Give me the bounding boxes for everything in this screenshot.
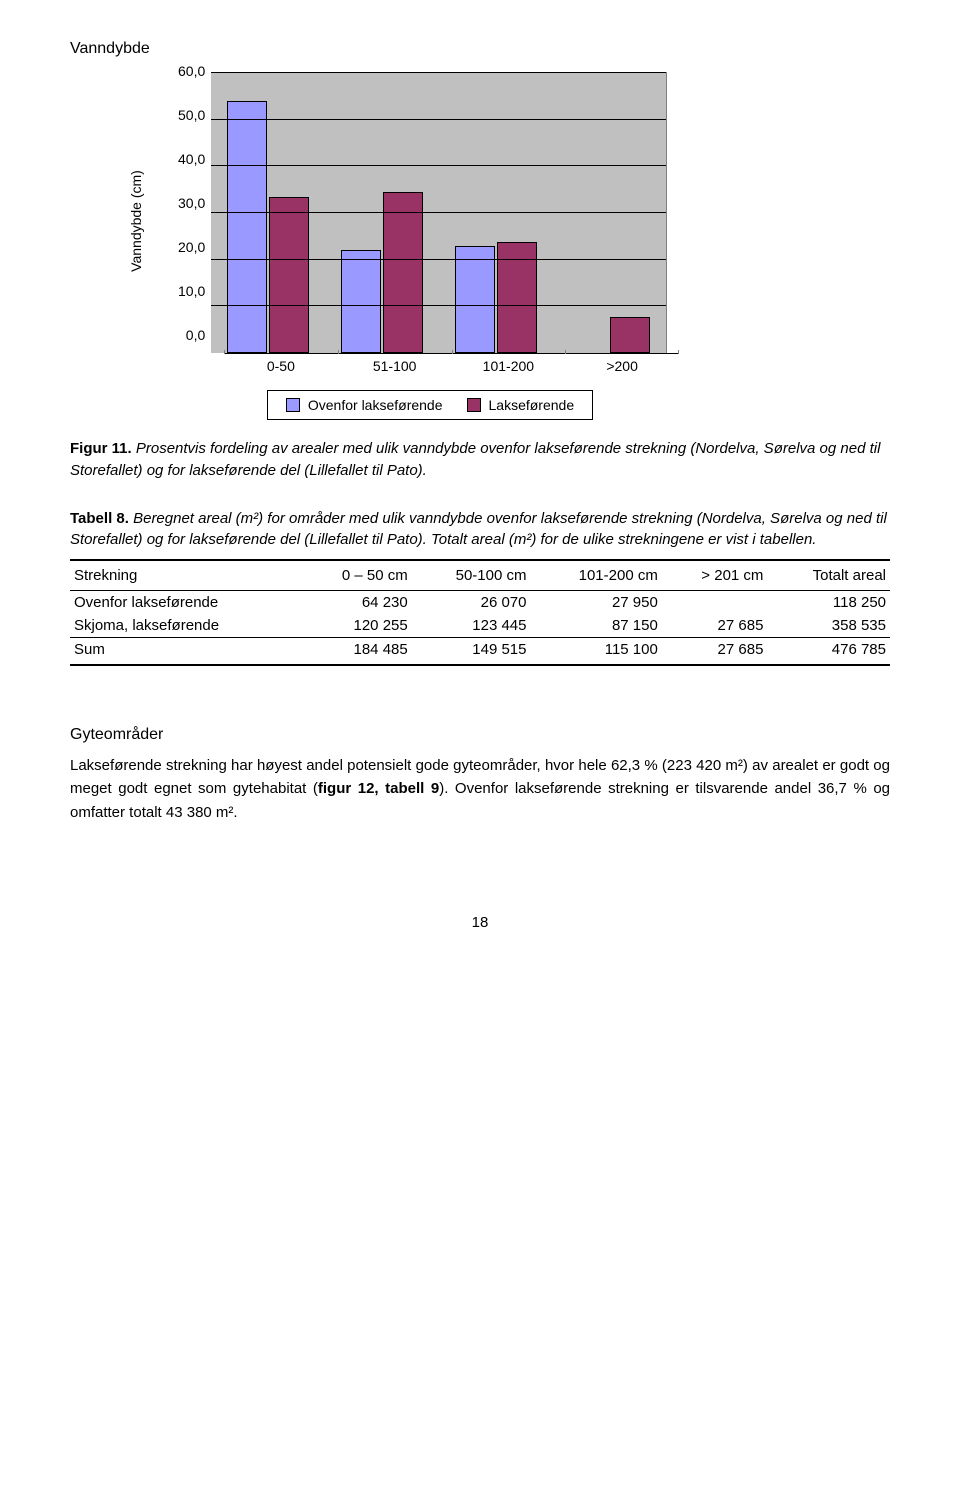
table-cell: 27 950 [531, 591, 662, 615]
y-tick-label: 30,0 [178, 195, 205, 211]
legend-item: Lakseførende [467, 397, 575, 413]
bar [455, 246, 495, 353]
table-header-cell: 50-100 cm [412, 560, 531, 591]
data-table: Strekning0 – 50 cm50-100 cm101-200 cm> 2… [70, 559, 890, 666]
y-tick-label: 0,0 [186, 327, 205, 343]
subsection-title: Gyteområder [70, 726, 890, 744]
bar [227, 101, 267, 353]
bar [383, 192, 423, 353]
bar [610, 317, 650, 353]
legend-swatch [467, 398, 481, 412]
x-axis-ticks: 0-5051-100101-200>200 [224, 353, 679, 374]
y-tick-label: 40,0 [178, 151, 205, 167]
legend-label: Ovenfor lakseførende [308, 397, 443, 413]
table-header-cell: 0 – 50 cm [301, 560, 412, 591]
x-tick-label: 101-200 [452, 353, 566, 374]
table-cell: Skjoma, lakseførende [70, 614, 301, 638]
table-cell: 123 445 [412, 614, 531, 638]
section-title: Vanndybde [70, 40, 890, 58]
table-header-cell: Totalt areal [767, 560, 890, 591]
table-cell [662, 591, 768, 615]
table-cell: 476 785 [767, 638, 890, 666]
legend-item: Ovenfor lakseførende [286, 397, 443, 413]
figure-caption-text: Prosentvis fordeling av arealer med ulik… [70, 440, 880, 479]
y-axis-label: Vanndybde (cm) [128, 170, 144, 272]
table-row: Ovenfor lakseførende64 23026 07027 950 11… [70, 591, 890, 615]
table-row: Skjoma, lakseførende120 255123 44587 150… [70, 614, 890, 638]
chart-legend: Ovenfor lakseførende Lakseførende [267, 390, 593, 420]
bar-chart: Vanndybde (cm) 60,050,040,030,020,010,00… [150, 72, 710, 420]
table-cell: 27 685 [662, 614, 768, 638]
x-tick-label: 0-50 [224, 353, 338, 374]
body-paragraph: Lakseførende strekning har høyest andel … [70, 754, 890, 824]
page-number: 18 [70, 914, 890, 931]
x-tick-label: 51-100 [338, 353, 452, 374]
legend-label: Lakseførende [489, 397, 575, 413]
table-label: Tabell 8. [70, 510, 129, 527]
figure-label: Figur 11. [70, 440, 132, 457]
table-sum-row: Sum184 485149 515115 10027 685476 785 [70, 638, 890, 666]
table-header-cell: Strekning [70, 560, 301, 591]
y-axis-ticks: 60,0 50,0 40,0 30,0 20,0 10,0 0,0 [178, 63, 211, 343]
table-cell: Sum [70, 638, 301, 666]
table-caption: Tabell 8. Beregnet areal (m²) for område… [70, 508, 890, 552]
table-cell: 358 535 [767, 614, 890, 638]
table-cell: 87 150 [531, 614, 662, 638]
table-cell: 184 485 [301, 638, 412, 666]
table-cell: Ovenfor lakseførende [70, 591, 301, 615]
table-cell: 115 100 [531, 638, 662, 666]
y-tick-label: 20,0 [178, 239, 205, 255]
table-cell: 64 230 [301, 591, 412, 615]
table-cell: 149 515 [412, 638, 531, 666]
figure-caption: Figur 11. Prosentvis fordeling av areale… [70, 438, 890, 482]
table-caption-text: Beregnet areal (m²) for områder med ulik… [70, 510, 887, 549]
chart-plot-area [211, 72, 667, 353]
y-tick-label: 10,0 [178, 283, 205, 299]
table-cell: 26 070 [412, 591, 531, 615]
table-cell: 120 255 [301, 614, 412, 638]
table-header-cell: > 201 cm [662, 560, 768, 591]
y-tick-label: 50,0 [178, 107, 205, 123]
x-tick-label: >200 [565, 353, 679, 374]
bar [341, 250, 381, 353]
bar [269, 197, 309, 353]
table-cell: 27 685 [662, 638, 768, 666]
y-tick-label: 60,0 [178, 63, 205, 79]
table-header-cell: 101-200 cm [531, 560, 662, 591]
table-cell: 118 250 [767, 591, 890, 615]
legend-swatch [286, 398, 300, 412]
